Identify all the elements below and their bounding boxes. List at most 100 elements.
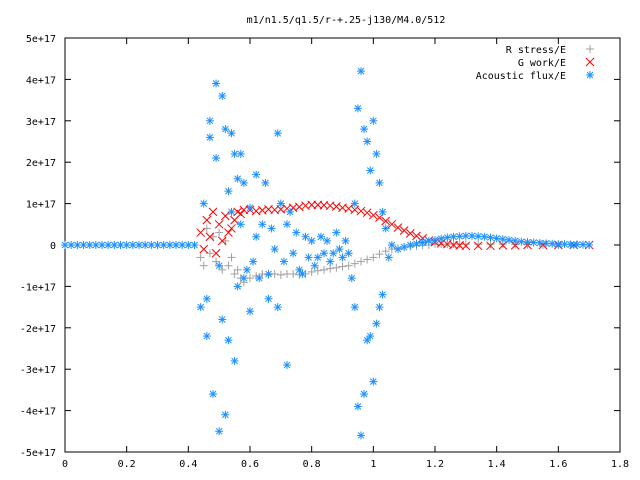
- data-point: [67, 241, 76, 249]
- data-point: [338, 253, 347, 262]
- data-point: [184, 241, 193, 249]
- data-point: [313, 266, 322, 275]
- series-1: [196, 200, 594, 258]
- data-point: [196, 228, 206, 237]
- y-tick-label: 0: [50, 241, 56, 252]
- data-point: [372, 319, 381, 328]
- data-point: [431, 236, 439, 245]
- data-point: [202, 224, 211, 233]
- data-point: [473, 241, 483, 251]
- data-point: [110, 241, 119, 249]
- data-point: [384, 253, 393, 262]
- data-point: [350, 199, 359, 208]
- data-point: [505, 236, 513, 245]
- data-point: [208, 207, 218, 217]
- data-point: [215, 228, 224, 237]
- data-point: [363, 255, 372, 264]
- data-point: [366, 166, 375, 175]
- legend: R stress/E G work/E Acoustic flux/E: [476, 45, 595, 82]
- data-point: [218, 91, 227, 100]
- data-point: [492, 234, 501, 243]
- data-point: [362, 208, 372, 218]
- data-point: [91, 241, 100, 249]
- x-tick-label: 0.8: [303, 459, 321, 470]
- legend-marker: [585, 57, 595, 67]
- data-point: [356, 206, 366, 216]
- data-point: [276, 199, 285, 208]
- tick-marks: [64, 37, 621, 453]
- data-point: [196, 253, 205, 262]
- data-point: [560, 240, 569, 249]
- y-tick-label: 5e+17: [26, 34, 56, 45]
- data-point: [264, 269, 273, 278]
- data-point: [292, 228, 301, 237]
- data-point: [236, 209, 246, 219]
- data-point: [381, 224, 390, 233]
- data-point: [220, 211, 230, 221]
- y-tick-label: -5e+17: [20, 448, 56, 459]
- data-point: [381, 247, 390, 256]
- data-point: [227, 224, 236, 233]
- data-point: [366, 332, 375, 341]
- data-point: [230, 149, 239, 158]
- data-point: [579, 240, 587, 249]
- data-point: [350, 303, 359, 312]
- data-point: [217, 236, 227, 246]
- data-point: [218, 265, 227, 274]
- data-point: [196, 303, 205, 312]
- data-point: [307, 200, 317, 210]
- legend-label: G work/E: [518, 58, 566, 69]
- data-point: [273, 129, 282, 138]
- data-point: [585, 241, 594, 249]
- data-point: [510, 241, 520, 250]
- data-point: [368, 210, 378, 220]
- legend-label: R stress/E: [506, 45, 566, 56]
- data-point: [341, 236, 350, 245]
- data-point: [393, 223, 403, 232]
- data-point: [224, 187, 233, 196]
- data-point: [480, 232, 489, 241]
- data-point: [202, 215, 212, 225]
- data-point: [412, 231, 421, 241]
- data-point: [233, 174, 242, 183]
- data-point: [261, 178, 270, 187]
- data-point: [360, 390, 369, 399]
- x-tick-label: 1.6: [549, 459, 567, 470]
- data-point: [246, 307, 254, 316]
- data-point: [307, 236, 316, 245]
- data-point: [378, 290, 387, 299]
- data-point: [233, 282, 242, 291]
- data-point: [338, 262, 347, 271]
- data-point: [199, 261, 208, 270]
- data-point: [276, 270, 285, 279]
- data-point: [236, 220, 245, 229]
- data-point: [279, 257, 288, 266]
- data-point: [375, 303, 384, 312]
- data-point: [252, 232, 261, 241]
- data-point: [212, 257, 221, 266]
- x-tick-label: 1.2: [426, 459, 444, 470]
- data-point: [104, 241, 113, 249]
- data-point: [468, 231, 476, 240]
- data-point: [347, 274, 356, 283]
- chart-title: m1/n1.5/q1.5/r-+.25-j130/M4.0/512: [247, 15, 446, 26]
- data-point: [357, 257, 365, 266]
- data-point: [267, 224, 276, 233]
- data-point: [357, 67, 365, 76]
- x-tick-label: 0.6: [241, 459, 259, 470]
- data-point: [344, 249, 353, 258]
- data-point: [350, 259, 359, 268]
- data-point: [307, 267, 316, 276]
- data-point: [233, 265, 242, 274]
- data-point: [353, 402, 362, 411]
- legend-marker: [586, 45, 594, 53]
- data-point: [498, 235, 507, 244]
- data-point: [205, 232, 215, 242]
- data-point: [283, 361, 291, 370]
- data-point: [360, 125, 369, 134]
- data-point: [375, 250, 384, 259]
- y-tick-label: -2e+17: [20, 324, 56, 335]
- data-point: [335, 245, 344, 254]
- data-point: [461, 240, 470, 249]
- series-layer: [61, 67, 594, 440]
